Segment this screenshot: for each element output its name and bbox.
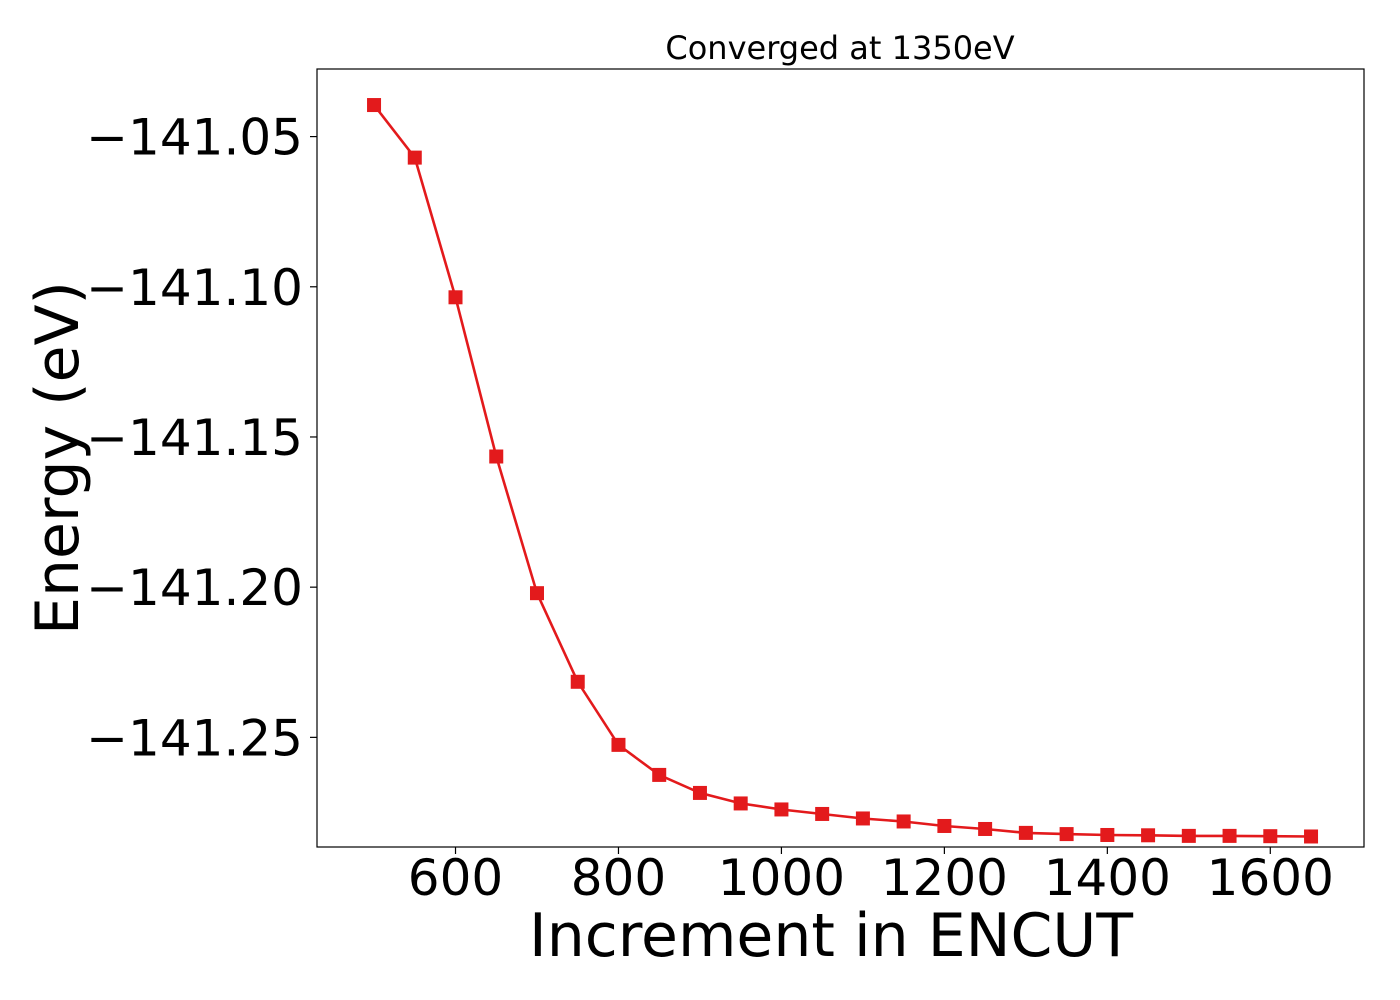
y-tick-label: −141.15: [86, 409, 303, 467]
data-point-marker: [1181, 828, 1196, 843]
data-point-marker: [855, 811, 870, 826]
data-point-marker: [774, 802, 789, 817]
data-point-marker: [367, 98, 382, 113]
data-point-marker: [896, 814, 911, 829]
data-point-marker: [1059, 827, 1074, 842]
x-tick-label: 1600: [1207, 849, 1334, 907]
data-point-marker: [1222, 828, 1237, 843]
data-point-marker: [611, 737, 626, 752]
data-point-marker: [692, 785, 707, 800]
data-point-marker: [1018, 825, 1033, 840]
x-tick-label: 1200: [881, 849, 1008, 907]
y-axis-label: Energy (eV): [23, 281, 93, 635]
data-point-marker: [652, 767, 667, 782]
data-point-marker: [570, 674, 585, 689]
y-tick-label: −141.05: [86, 109, 303, 167]
data-point-marker: [733, 796, 748, 811]
data-point-marker: [448, 290, 463, 305]
data-point-marker: [937, 818, 952, 833]
y-tick-label: −141.25: [86, 709, 303, 767]
chart-title: Converged at 1350eV: [665, 29, 1014, 67]
data-point-marker: [978, 821, 993, 836]
y-tick-label: −141.10: [86, 259, 303, 317]
y-tick-label: −141.20: [86, 559, 303, 617]
data-point-marker: [1141, 828, 1156, 843]
data-point-marker: [489, 449, 504, 464]
x-axis-label: Increment in ENCUT: [529, 901, 1133, 971]
data-point-marker: [1304, 829, 1319, 844]
x-axis-ticks: 600 800 1000 1200 1400 1600: [408, 847, 1334, 907]
y-axis-ticks: −141.05 −141.10 −141.15 −141.20 −141.25: [86, 109, 317, 767]
x-tick-label: 1400: [1044, 849, 1171, 907]
plot-area-frame: [316, 68, 1365, 848]
data-point-marker: [815, 806, 830, 821]
series-layer: [367, 98, 1319, 844]
data-point-marker: [1263, 829, 1278, 844]
x-tick-label: 600: [408, 849, 503, 907]
data-point-marker: [529, 586, 544, 601]
data-point-marker: [407, 150, 422, 165]
data-point-marker: [1100, 827, 1115, 842]
x-tick-label: 1000: [718, 849, 845, 907]
x-tick-label: 800: [571, 849, 666, 907]
